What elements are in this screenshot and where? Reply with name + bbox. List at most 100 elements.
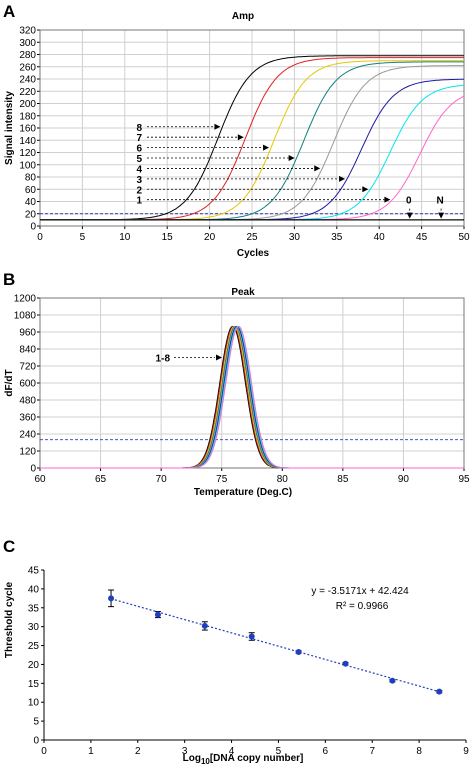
panel-a-ytick-label: 60 [25,185,37,196]
panel-a-xtick-label: 40 [374,232,386,243]
panel-b-xtick-label: 80 [277,474,289,485]
panel-a-ytick-label: 180 [19,111,36,122]
panel-c-ytick-label: 45 [28,566,40,577]
panel-b-ytick-label: 1080 [14,311,37,322]
panel-a-ytick-label: 200 [19,99,36,110]
panel-a-arrowhead-5 [288,155,295,162]
panel-c-xtick-label: 2 [135,746,141,757]
panel-a-title: Amp [232,11,254,22]
panel-a-ytick-label: 120 [19,148,36,159]
r-squared-label: R² = 0.9966 [336,601,389,612]
panel-b-ytick-label: 120 [19,447,36,458]
panel-c-ylabel: Threshold cycle [4,581,15,658]
panel-c-xtick-label: 4 [229,746,235,757]
panel-c-xlabel-sub: 10 [201,757,210,766]
panel-a-curve-label-3: 3 [136,175,142,186]
panel-a-ytick-label: 260 [19,62,36,73]
panel-c-ytick-label: 0 [33,736,39,747]
panel-a-xtick-label: 50 [458,232,470,243]
panel-a-ytick-label: 160 [19,124,36,135]
panel-b-xtick-label: 65 [95,474,107,485]
panel-c-data-point [248,633,255,640]
panel-a-curve-label-4: 4 [136,164,142,175]
panel-c-ytick-label: 25 [28,641,40,652]
panel-a-plot: 0204060801001201401601802002202402602803… [19,26,470,244]
panel-c-data-point [154,611,161,618]
panel-b-xtick-label: 95 [458,474,470,485]
panel-a-ytick-label: 80 [25,173,37,184]
panel-a-arrowhead-3 [339,175,346,182]
panel-b-plot-frame [39,297,465,469]
panel-c-xlabel-pre: Log [183,753,201,764]
panel-a-xtick-label: 0 [37,232,43,243]
panel-a-curve-label-1: 1 [136,196,142,207]
panel-a-ytick-label: 300 [19,38,36,49]
panel-a-curve-label-0: 0 [406,196,412,207]
panel-c-data-point [389,677,396,684]
panel-c-xtick-label: 3 [182,746,188,757]
panel-c-xlabel-post: [DNA copy number] [210,753,304,764]
trendline-equation: y = -3.5171x + 42.424 [311,586,409,597]
panel-a-arrowhead-2 [362,186,369,193]
panel-b-xtick-label: 70 [156,474,168,485]
panel-b-xlabel: Temperature (Deg.C) [194,487,292,498]
panel-b-ytick-label: 840 [19,345,36,356]
panel-a-ytick-label: 100 [19,160,36,171]
panel-c-ytick-label: 40 [28,584,40,595]
panel-b-title: Peak [231,287,255,298]
panel-a-ytick-label: 320 [19,26,36,37]
panel-c-data-point [342,660,349,667]
panel-a-curve-label-6: 6 [136,144,142,155]
panel-c-xtick-label: 6 [323,746,329,757]
panel-b-xtick-label: 90 [398,474,410,485]
panel-c-xtick-label: 5 [276,746,282,757]
panel-a-arrowhead-0 [406,212,413,219]
panel-label-a: A [3,2,15,21]
panel-label-c: C [3,537,15,556]
panel-b-xtick-label: 60 [34,474,46,485]
panel-b-melt-curve-3 [40,326,464,469]
panel-a-curve-label-N: N [436,196,443,207]
panel-a-xlabel: Cycles [237,248,270,259]
panel-c-ytick-label: 10 [28,698,40,709]
panel-a-arrowhead-6 [263,144,270,151]
panel-a-arrowhead-4 [314,165,321,172]
panel-label-b: B [3,270,15,289]
panel-a-ytick-label: 0 [30,222,36,233]
panel-b-ytick-label: 600 [19,379,36,390]
panel-b-ytick-label: 960 [19,328,36,339]
panel-c-xtick-label: 8 [416,746,422,757]
panel-a-ylabel: Signal intensity [4,91,15,165]
panel-c-data-point [295,648,302,655]
panel-a-arrowhead-8 [214,123,221,130]
panel-a-xtick-label: 35 [331,232,343,243]
panel-a-xtick-label: 5 [80,232,86,243]
panel-a-ytick-label: 140 [19,136,36,147]
panel-c-trendline [110,598,440,693]
panel-a-curve-label-2: 2 [136,185,142,196]
panel-c-xlabel: Log10[DNA copy number] [183,753,304,766]
panel-a-arrowhead-7 [237,134,244,141]
panel-a-curve-label-8: 8 [136,123,142,134]
panel-b-ytick-label: 480 [19,396,36,407]
panel-b-xtick-label: 75 [216,474,228,485]
panel-a-xtick-label: 20 [204,232,216,243]
panel-c-xtick-label: 0 [41,746,47,757]
panel-a-xtick-label: 45 [416,232,428,243]
panel-c-ytick-label: 30 [28,622,40,633]
panel-b-ytick-label: 360 [19,413,36,424]
panel-c-xtick-label: 9 [463,746,469,757]
panel-a-ytick-label: 40 [25,197,37,208]
panel-c-xtick-label: 1 [88,746,94,757]
panel-a-xtick-label: 10 [119,232,131,243]
panel-c-ytick-label: 35 [28,603,40,614]
panel-c-data-point [201,622,208,629]
panel-b-plot: 0 120 240 360 480 600 720 840 960 1080 1200 60 65 70 7… [14,294,470,486]
panel-c-ytick-label: 20 [28,660,40,671]
panel-c-data-point [108,595,115,602]
panel-a-ytick-label: 280 [19,50,36,61]
panel-b-xtick-label: 85 [337,474,349,485]
panel-a-plot-frame [39,29,465,227]
